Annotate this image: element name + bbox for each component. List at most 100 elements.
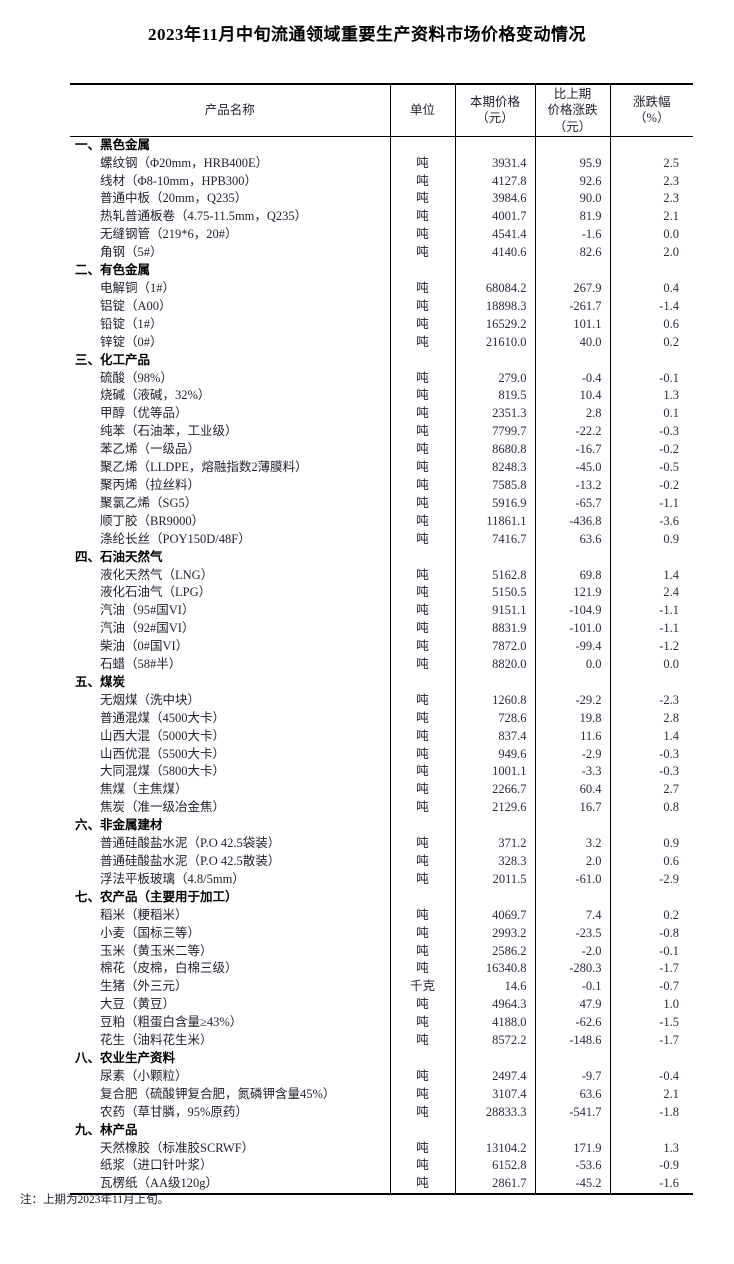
cell-change — [534, 673, 610, 692]
cell-product: 焦炭（准一级冶金焦） — [100, 800, 226, 815]
cell-price: 9151.1 — [454, 602, 535, 621]
cell-unit: 吨 — [389, 387, 455, 406]
cell-pct: 0.0 — [609, 656, 693, 674]
cell-price: 5162.8 — [454, 566, 535, 585]
cell-unit: 吨 — [389, 656, 455, 674]
column-header-current-price: 本期价格 （元） — [454, 84, 535, 137]
product-row: 普通硅酸盐水泥（P.O 42.5散装） 吨 328.3 2.0 0.6 — [70, 853, 693, 871]
cell-pct: -1.7 — [609, 960, 693, 979]
cell-unit: 吨 — [389, 172, 455, 191]
cell-unit: 吨 — [389, 584, 455, 603]
cell-pct: -0.5 — [609, 459, 693, 477]
cell-unit: 吨 — [389, 154, 455, 173]
cell-change: 92.6 — [534, 172, 610, 191]
cell-unit: 吨 — [389, 423, 455, 442]
cell-change — [534, 262, 610, 280]
cell-change: 7.4 — [534, 906, 610, 925]
cell-product: 二、有色金属 — [75, 263, 151, 278]
cell-unit: 吨 — [389, 208, 455, 227]
cell-pct: -0.9 — [609, 1157, 693, 1176]
cell-change — [534, 548, 610, 567]
cell-pct: 1.3 — [609, 387, 693, 406]
cell-price: 728.6 — [454, 709, 535, 728]
cell-change: 40.0 — [534, 333, 610, 352]
cell-product: 无缝钢管（219*6，20#） — [100, 227, 238, 242]
cell-pct: -1.8 — [609, 1103, 693, 1122]
cell-unit — [389, 262, 455, 280]
cell-unit: 吨 — [389, 280, 455, 298]
cell-unit: 吨 — [389, 1103, 455, 1122]
cell-pct — [609, 673, 693, 692]
product-row: 聚乙烯（LLDPE，熔融指数2薄膜料） 吨 8248.3 -45.0 -0.5 — [70, 459, 693, 477]
cell-product: 锌锭（0#） — [100, 334, 163, 349]
cell-pct: -1.1 — [609, 494, 693, 513]
cell-product: 线材（Φ8-10mm，HPB300） — [100, 173, 258, 188]
cell-unit: 吨 — [389, 996, 455, 1015]
product-row: 甲醇（优等品） 吨 2351.3 2.8 0.1 — [70, 405, 693, 424]
cell-pct — [609, 1049, 693, 1068]
cell-product: 普通硅酸盐水泥（P.O 42.5袋装） — [100, 836, 281, 851]
cell-price — [454, 351, 535, 370]
cell-price: 4964.3 — [454, 996, 535, 1015]
cell-change: 69.8 — [534, 566, 610, 585]
cell-unit: 吨 — [389, 870, 455, 889]
cell-change: -148.6 — [534, 1032, 610, 1050]
cell-product: 九、林产品 — [75, 1122, 138, 1137]
cell-change: -261.7 — [534, 297, 610, 316]
cell-unit: 吨 — [389, 1085, 455, 1104]
product-row: 汽油（92#国VI） 吨 8831.9 -101.0 -1.1 — [70, 620, 693, 639]
product-row: 天然橡胶（标准胶SCRWF） 吨 13104.2 171.9 1.3 — [70, 1139, 693, 1158]
cell-price: 11861.1 — [454, 512, 535, 531]
product-row: 液化天然气（LNG） 吨 5162.8 69.8 1.4 — [70, 566, 693, 585]
price-table-body: 一、黑色金属 螺纹钢（Φ20mm，HRB400E）吨 3931.4 95.9 2.5 线材… — [70, 136, 693, 1195]
product-row: 纯苯（石油苯，工业级） 吨 7799.7 -22.2 -0.3 — [70, 423, 693, 442]
cell-pct — [609, 1121, 693, 1140]
cell-unit: 吨 — [389, 494, 455, 513]
cell-product: 液化天然气（LNG） — [100, 567, 214, 582]
cell-pct: -1.1 — [609, 620, 693, 639]
cell-price: 8680.8 — [454, 441, 535, 460]
cell-unit — [389, 888, 455, 907]
cell-price: 1001.1 — [454, 763, 535, 782]
cell-pct: -0.8 — [609, 924, 693, 943]
cell-change: 2.0 — [534, 853, 610, 871]
cell-price: 2266.7 — [454, 781, 535, 800]
cell-price: 2861.7 — [454, 1175, 535, 1195]
cell-price: 4127.8 — [454, 172, 535, 191]
cell-pct: 0.1 — [609, 405, 693, 424]
cell-change: 11.6 — [534, 727, 610, 746]
product-row: 豆粕（粗蛋白含量≥43%） 吨 4188.0 -62.6 -1.5 — [70, 1014, 693, 1033]
product-row: 焦炭（准一级冶金焦） 吨 2129.6 16.7 0.8 — [70, 799, 693, 818]
cell-product: 小麦（国标三等） — [100, 925, 201, 940]
cell-pct: -1.1 — [609, 602, 693, 621]
cell-pct: 1.4 — [609, 566, 693, 585]
product-row: 顺丁胶（BR9000） 吨 11861.1 -436.8 -3.6 — [70, 512, 693, 531]
cell-price — [454, 262, 535, 280]
cell-pct: -0.1 — [609, 369, 693, 388]
cell-unit: 吨 — [389, 709, 455, 728]
product-row: 玉米（黄玉米二等） 吨 2586.2 -2.0 -0.1 — [70, 942, 693, 961]
cell-change: -101.0 — [534, 620, 610, 639]
cell-pct: 2.0 — [609, 244, 693, 263]
product-row: 角钢（5#） 吨 4140.6 82.6 2.0 — [70, 244, 693, 263]
product-row: 线材（Φ8-10mm，HPB300） 吨 4127.8 92.6 2.3 — [70, 172, 693, 191]
cell-product: 山西大混（5000大卡） — [100, 728, 226, 743]
cell-price: 18898.3 — [454, 297, 535, 316]
cell-pct: -3.6 — [609, 512, 693, 531]
cell-pct: -1.2 — [609, 638, 693, 657]
cell-unit: 吨 — [389, 799, 455, 818]
cell-price: 837.4 — [454, 727, 535, 746]
cell-unit — [389, 673, 455, 692]
cell-change — [534, 351, 610, 370]
cell-change: -62.6 — [534, 1014, 610, 1033]
cell-unit: 吨 — [389, 1175, 455, 1195]
cell-unit: 吨 — [389, 942, 455, 961]
cell-price — [454, 136, 535, 155]
cell-pct — [609, 136, 693, 155]
cell-pct — [609, 548, 693, 567]
cell-pct — [609, 888, 693, 907]
cell-unit: 吨 — [389, 638, 455, 657]
product-row: 烧碱（液碱，32%） 吨 819.5 10.4 1.3 — [70, 387, 693, 406]
cell-unit: 吨 — [389, 512, 455, 531]
